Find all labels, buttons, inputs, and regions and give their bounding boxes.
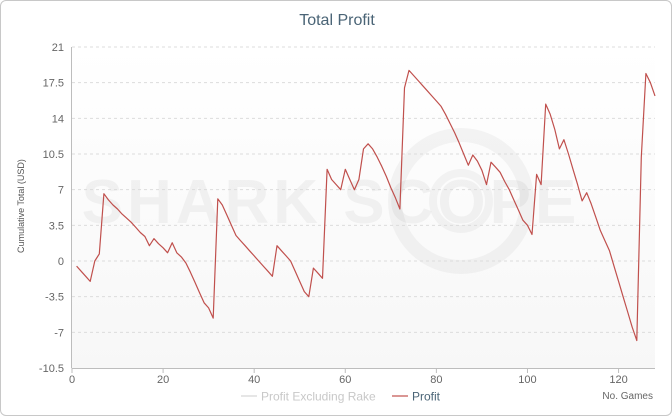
x-tick-label: 120 bbox=[609, 374, 627, 386]
legend-label: Profit bbox=[412, 390, 441, 404]
y-tick-label: 21 bbox=[52, 42, 64, 54]
legend-item-profit[interactable]: Profit bbox=[392, 390, 441, 404]
x-tick-label: 40 bbox=[248, 374, 260, 386]
y-tick-label: 14 bbox=[52, 113, 64, 125]
legend[interactable]: Profit Excluding Rake Profit bbox=[241, 390, 441, 404]
y-tick-label: 0 bbox=[58, 256, 64, 268]
legend-label: Profit Excluding Rake bbox=[261, 390, 376, 404]
y-tick-label: 17.5 bbox=[43, 78, 64, 90]
series-lines bbox=[76, 69, 656, 342]
x-tick-label: 20 bbox=[157, 374, 169, 386]
y-tick-label: 3.5 bbox=[49, 220, 64, 232]
x-tick-label: 60 bbox=[339, 374, 351, 386]
y-axis-label: Cumulative Total (USD) bbox=[16, 159, 26, 253]
legend-item-profit-excluding-rake[interactable]: Profit Excluding Rake bbox=[241, 390, 376, 404]
grid-lines bbox=[72, 46, 655, 333]
x-tick-label: 0 bbox=[69, 374, 75, 386]
axes bbox=[71, 47, 655, 369]
x-axis-label: No. Games bbox=[602, 391, 653, 402]
x-tick-label: 80 bbox=[430, 374, 442, 386]
y-tick-label: -7 bbox=[54, 327, 64, 339]
y-tick-label: 10.5 bbox=[43, 149, 64, 161]
x-tick-labels: 0 20 40 60 80 100 120 bbox=[69, 368, 628, 386]
chart-title: Total Profit bbox=[299, 12, 375, 29]
y-tick-labels: -10.5 -7 -3.5 0 3.5 7 10.5 14 17.5 21 bbox=[39, 42, 64, 375]
watermark-ring bbox=[388, 128, 534, 274]
y-tick-label: -10.5 bbox=[39, 363, 64, 375]
watermark-inner-ring bbox=[429, 169, 493, 233]
plot-area bbox=[72, 47, 655, 368]
series-line-profit bbox=[76, 69, 656, 342]
y-tick-label: -3.5 bbox=[45, 292, 64, 304]
y-tick-label: 7 bbox=[58, 185, 64, 197]
x-tick-label: 100 bbox=[518, 374, 536, 386]
